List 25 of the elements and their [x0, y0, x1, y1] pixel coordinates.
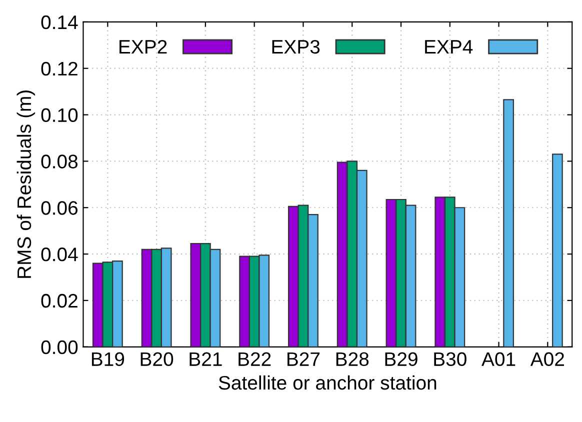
y-tick-label: 0.14	[41, 15, 78, 30]
x-tick-label: A01	[482, 352, 516, 366]
x-tick-label: B30	[434, 352, 466, 366]
x-tick-label: B22	[238, 352, 271, 366]
x-tick-label: A02	[530, 352, 564, 366]
y-tick-label: 0.04	[41, 248, 78, 262]
x-tick-label: B20	[140, 352, 174, 366]
x-tick-label: B19	[92, 352, 124, 366]
legend-label: EXP4	[425, 40, 473, 54]
y-axis-title: RMS of Residuals (m)	[16, 90, 35, 278]
y-tick-label: 0.10	[41, 108, 78, 122]
y-tick-label: 0.02	[41, 294, 78, 308]
x-tick-label: B28	[336, 352, 369, 366]
x-tick-label: B21	[190, 352, 222, 366]
bar	[552, 154, 563, 347]
x-axis-title: Satellite or anchor station	[218, 375, 436, 390]
legend-label: EXP2	[120, 40, 167, 54]
y-tick-label: 0.06	[41, 201, 78, 215]
y-tick-label: 0.00	[41, 340, 78, 354]
x-tick-label: B27	[288, 352, 320, 366]
y-tick-label: 0.08	[41, 154, 78, 168]
y-tick-label: 0.12	[41, 62, 78, 76]
legend-label: EXP3	[272, 40, 320, 54]
bar	[503, 99, 514, 347]
x-tick-label: B29	[385, 352, 418, 366]
